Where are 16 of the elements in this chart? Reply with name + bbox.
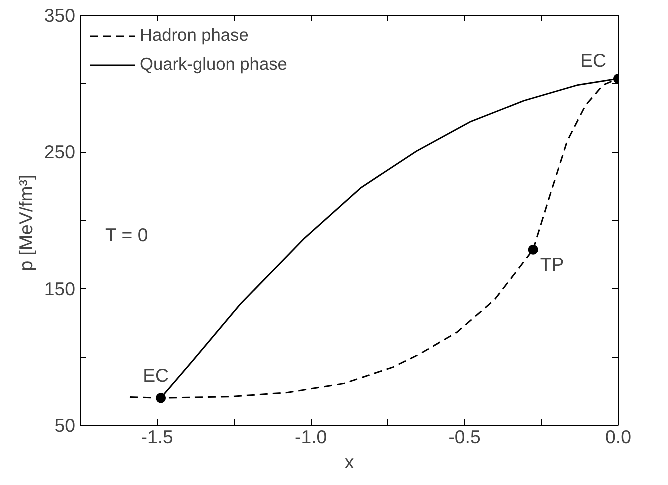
x-tick-label: -1.0 bbox=[295, 426, 328, 448]
annotation: TP bbox=[540, 254, 564, 275]
x-tick-label: 0.0 bbox=[606, 426, 632, 448]
x-tick-label: -1.5 bbox=[141, 426, 174, 448]
annotation: EC bbox=[143, 365, 170, 386]
y-axis-title: p [MeV/fm³] bbox=[15, 174, 36, 272]
x-tick-label: -0.5 bbox=[448, 426, 481, 448]
legend-label: Quark-gluon phase bbox=[140, 54, 288, 75]
y-tick-label: 150 bbox=[44, 278, 76, 300]
y-tick-label: 50 bbox=[54, 415, 76, 436]
legend-label: Hadron phase bbox=[140, 25, 249, 46]
x-axis-title: x bbox=[344, 452, 355, 472]
annotation: EC bbox=[580, 50, 606, 71]
annotation: T = 0 bbox=[106, 224, 148, 246]
y-tick-label: 250 bbox=[44, 142, 76, 163]
y-tick-label: 350 bbox=[44, 5, 76, 26]
